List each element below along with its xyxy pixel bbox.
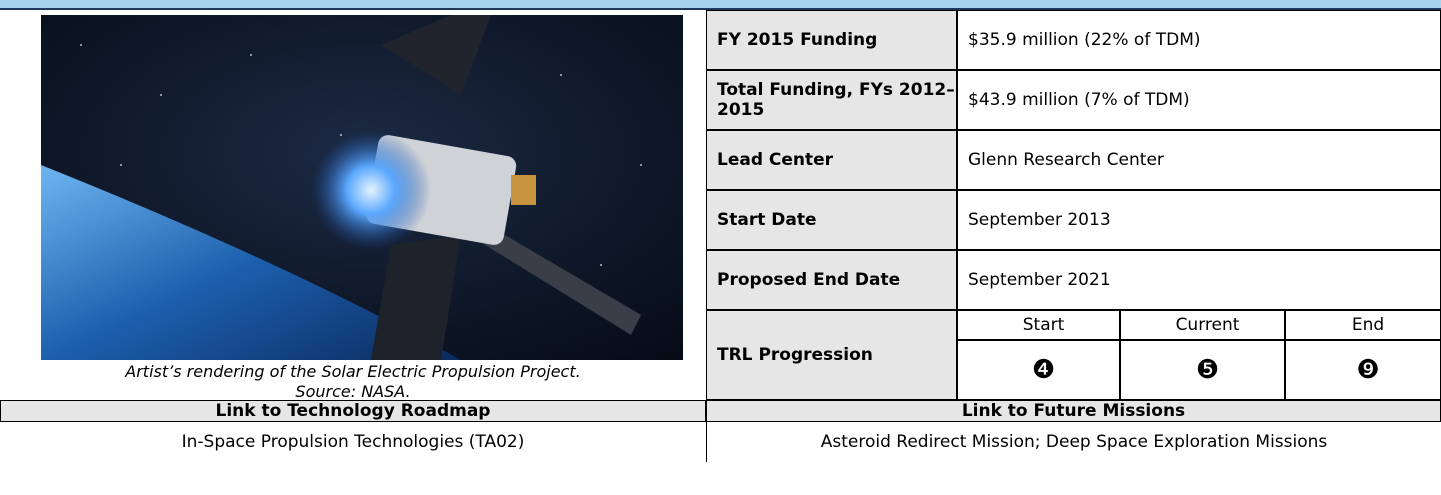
link-header: Link to Technology Roadmap (0, 400, 706, 422)
link-value: Asteroid Redirect Mission; Deep Space Ex… (706, 422, 1441, 462)
row-label: Start Date (706, 190, 957, 250)
trl-level: ❺ (1120, 340, 1285, 400)
row-value: September 2021 (957, 250, 1441, 310)
row-value: September 2013 (957, 190, 1441, 250)
link-header: Link to Future Missions (706, 400, 1441, 422)
row-label: TRL Progression (706, 310, 957, 400)
trl-stage: Start (957, 310, 1120, 340)
row-value: $35.9 million (22% of TDM) (957, 10, 1441, 70)
trl-stage: Current (1120, 310, 1285, 340)
satellite-image (41, 15, 683, 360)
row-value: $43.9 million (7% of TDM) (957, 70, 1441, 130)
top-bar (0, 0, 1441, 10)
row-label: Lead Center (706, 130, 957, 190)
trl-level: ❹ (957, 340, 1120, 400)
row-label: Total Funding, FYs 2012–2015 (706, 70, 957, 130)
page: Artist’s rendering of the Solar Electric… (0, 0, 1441, 495)
trl-stage: End (1285, 310, 1441, 340)
row-label: FY 2015 Funding (706, 10, 957, 70)
trl-level: ❾ (1285, 340, 1441, 400)
row-value: Glenn Research Center (957, 130, 1441, 190)
link-value: In-Space Propulsion Technologies (TA02) (0, 422, 706, 462)
caption-line: Artist’s rendering of the Solar Electric… (0, 362, 706, 381)
row-label: Proposed End Date (706, 250, 957, 310)
caption-line: Source: NASA. (0, 382, 706, 401)
